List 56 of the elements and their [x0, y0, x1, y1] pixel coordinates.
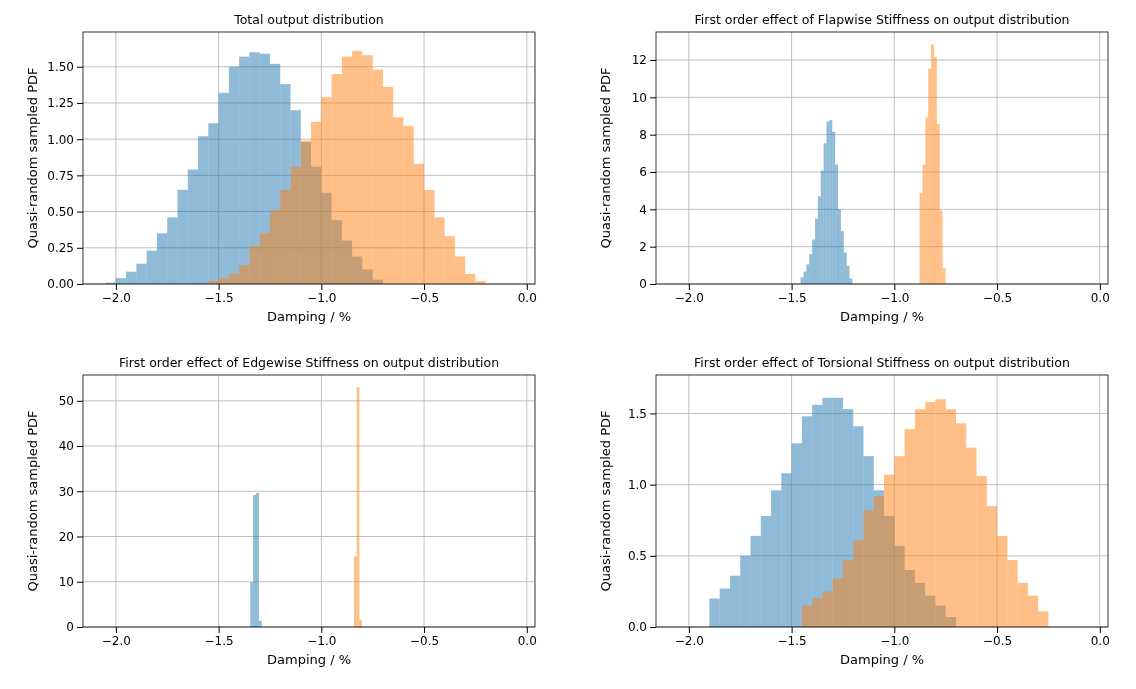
y-axis-title: Quasi-random sampled PDF	[598, 410, 613, 592]
x-tick-label: 0.0	[1090, 290, 1110, 305]
y-tick-label: 30	[58, 484, 74, 499]
y-tick-label: 20	[58, 529, 74, 544]
y-tick-label: 50	[58, 394, 74, 409]
y-tick-label: 0.75	[47, 168, 74, 183]
y-tick-label: 0.50	[47, 204, 74, 219]
chart-title: First order effect of Torsional Stiffness on output distribution	[694, 355, 1070, 370]
y-tick-label: 10	[631, 90, 647, 105]
y-tick-label: 8	[639, 128, 647, 143]
y-axis-title: Quasi-random sampled PDF	[598, 67, 613, 249]
x-tick-label: −1.5	[777, 290, 807, 305]
y-tick-label: 1.00	[47, 132, 74, 147]
x-tick-label: −1.5	[204, 633, 234, 648]
x-tick-label: 0.0	[517, 633, 537, 648]
y-tick-label: 1.0	[627, 477, 647, 492]
x-axis-title: Damping / %	[267, 652, 351, 667]
y-tick-label: 0	[66, 620, 74, 635]
x-tick-label: −1.0	[307, 633, 337, 648]
y-tick-label: 0.25	[47, 241, 74, 256]
y-axis-title: Quasi-random sampled PDF	[25, 410, 40, 592]
x-tick-label: −0.5	[409, 290, 440, 305]
y-tick-label: 1.25	[47, 96, 74, 111]
x-tick-label: −0.5	[982, 290, 1013, 305]
y-tick-label: 0.0	[627, 620, 647, 635]
x-tick-label: −1.5	[204, 290, 234, 305]
x-tick-label: −1.0	[880, 290, 910, 305]
y-tick-label: 6	[639, 165, 647, 180]
x-axis-title: Damping / %	[267, 309, 351, 324]
y-tick-label: 2	[639, 240, 647, 255]
x-tick-label: −1.5	[777, 633, 807, 648]
x-tick-label: −2.0	[674, 290, 704, 305]
chart-title: Total output distribution	[233, 12, 384, 27]
x-tick-label: −2.0	[101, 633, 131, 648]
y-tick-label: 40	[58, 439, 74, 454]
y-tick-label: 4	[639, 202, 647, 217]
y-tick-label: 0	[639, 277, 647, 292]
x-tick-label: −2.0	[674, 633, 704, 648]
y-tick-label: 12	[631, 53, 647, 68]
y-tick-label: 0.5	[627, 549, 647, 564]
x-tick-label: 0.0	[517, 290, 537, 305]
chart-title: First order effect of Flapwise Stiffness on output distribution	[694, 12, 1070, 27]
x-tick-label: −0.5	[982, 633, 1013, 648]
y-tick-label: 1.5	[627, 406, 647, 421]
y-tick-label: 10	[58, 575, 74, 590]
x-axis-title: Damping / %	[840, 309, 924, 324]
x-axis-title: Damping / %	[840, 652, 924, 667]
y-tick-label: 1.50	[47, 60, 74, 75]
x-tick-label: 0.0	[1090, 633, 1110, 648]
y-tick-label: 0.00	[47, 277, 74, 292]
x-tick-label: −0.5	[409, 633, 440, 648]
x-tick-label: −1.0	[880, 633, 910, 648]
chart-title: First order effect of Edgewise Stiffness on output distribution	[118, 355, 500, 370]
y-axis-title: Quasi-random sampled PDF	[25, 67, 40, 249]
x-tick-label: −2.0	[101, 290, 131, 305]
x-tick-label: −1.0	[307, 290, 337, 305]
